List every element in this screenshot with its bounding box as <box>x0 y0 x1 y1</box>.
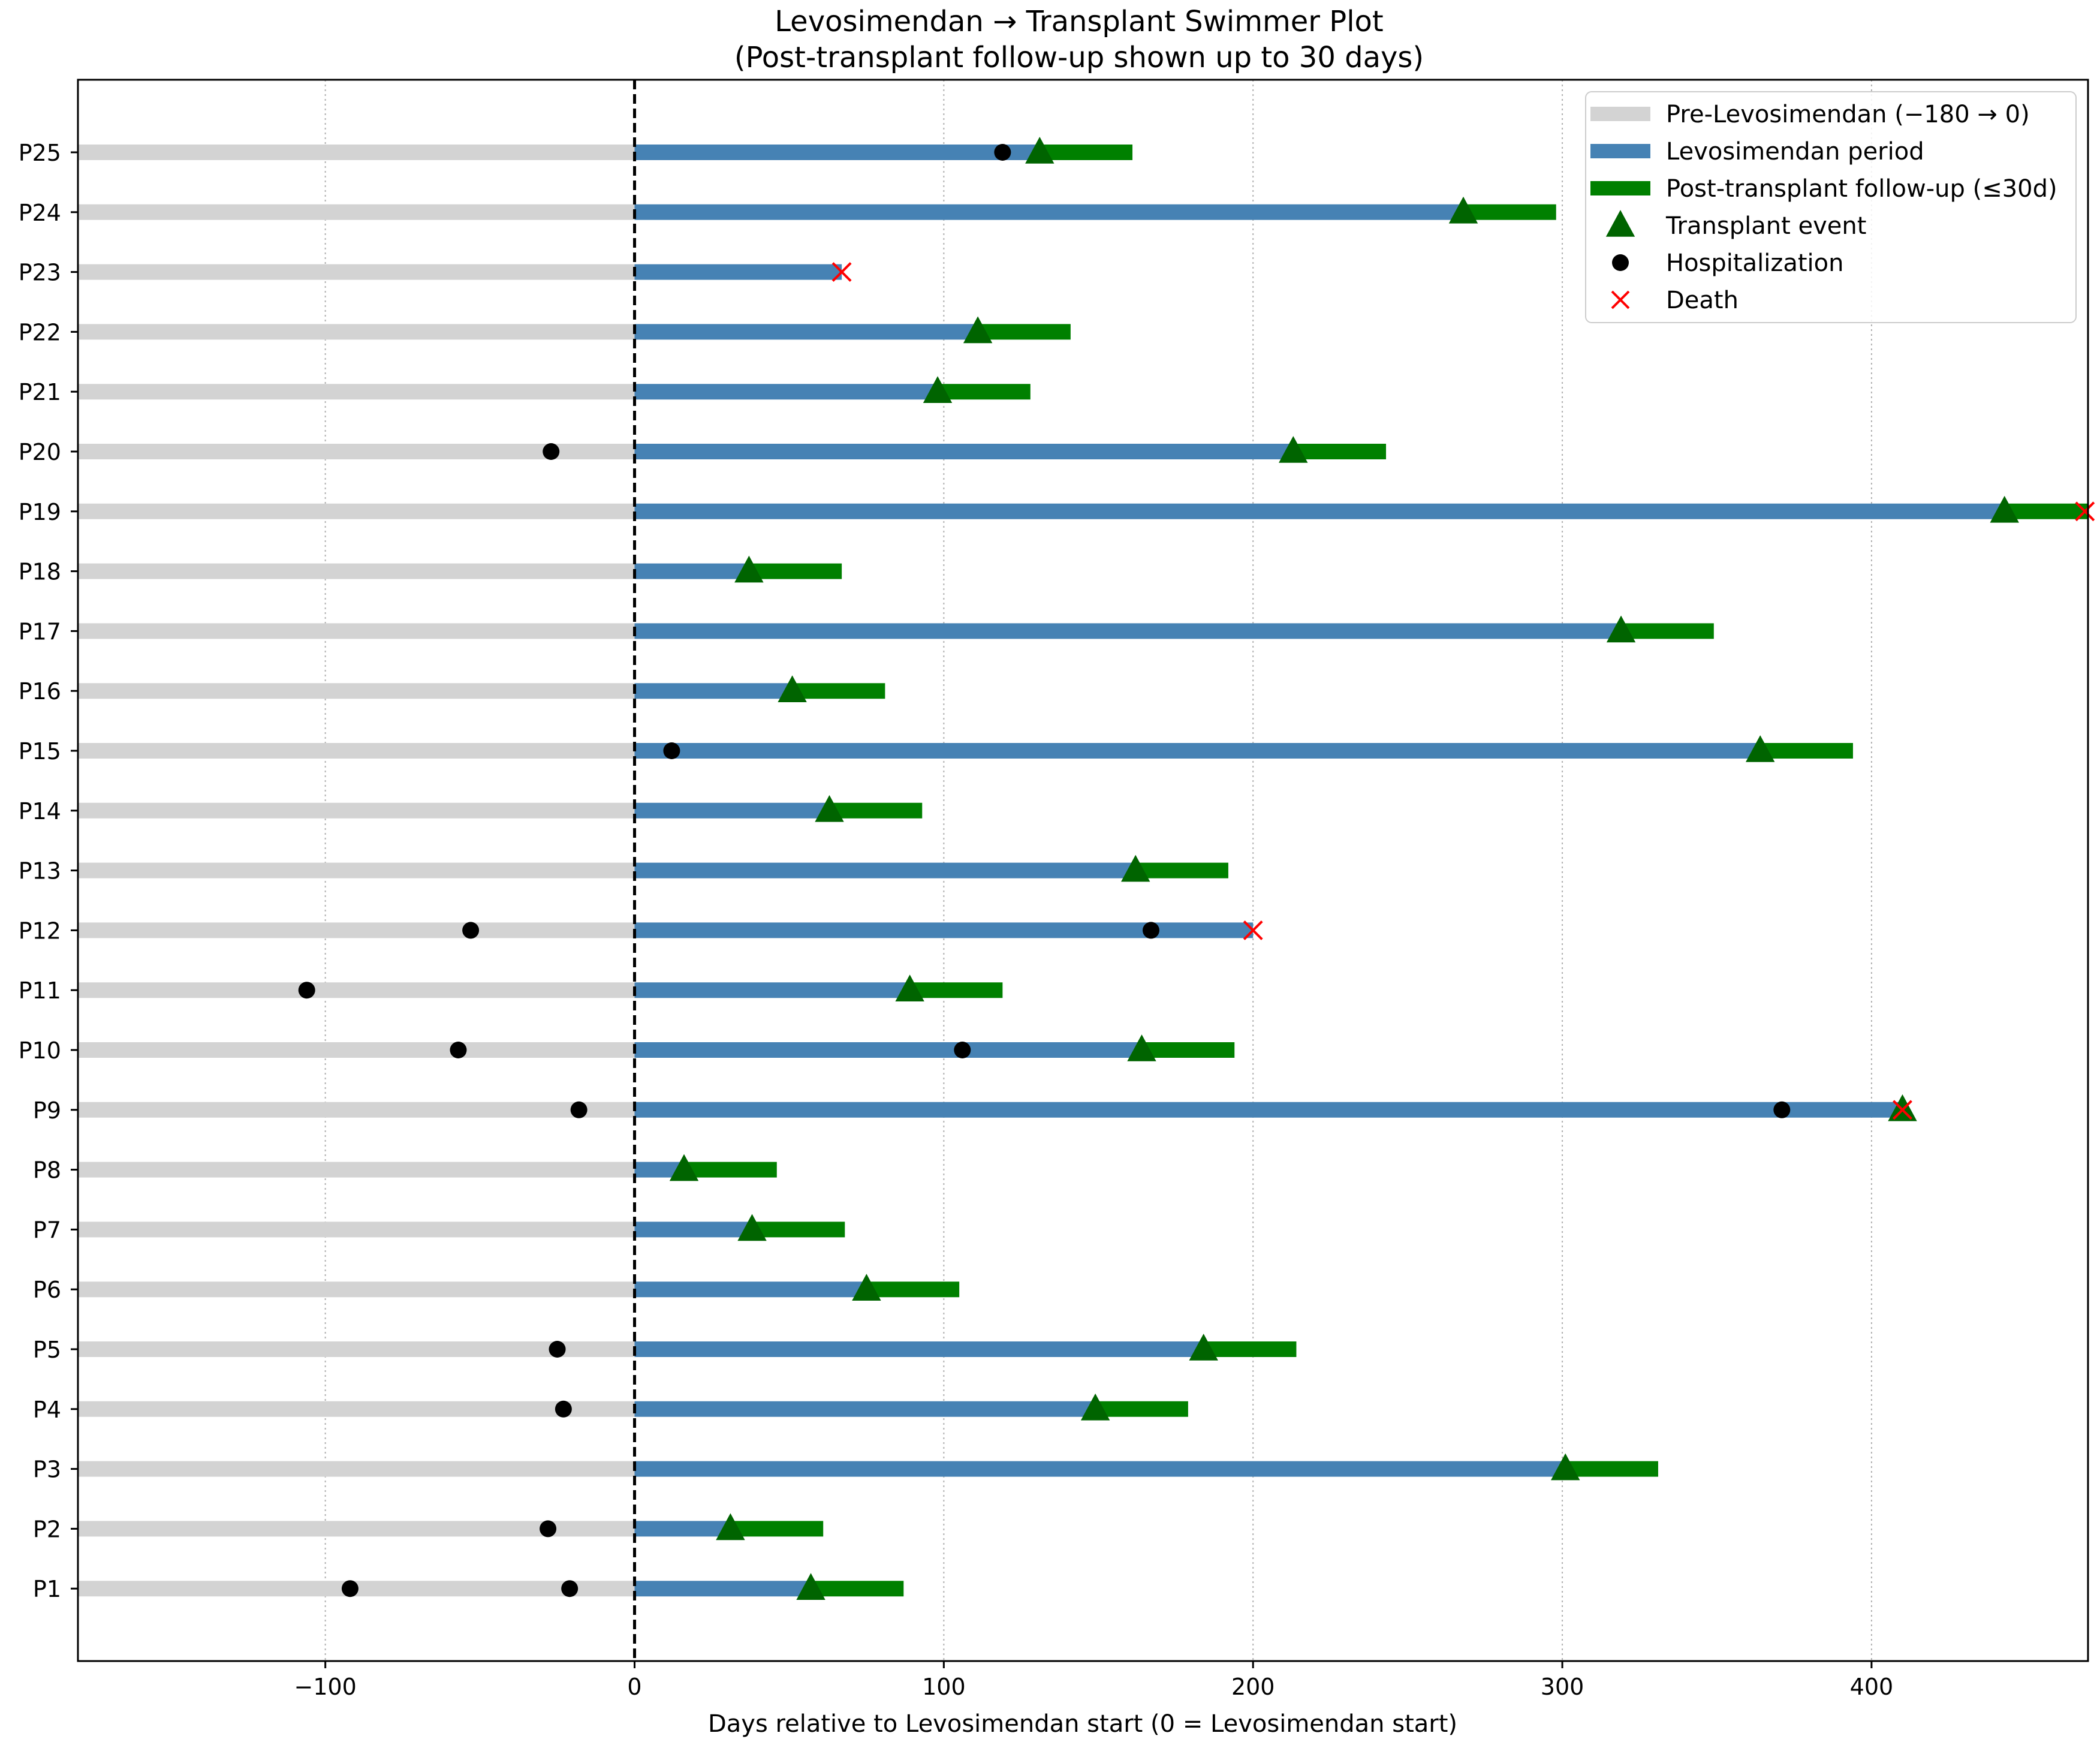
legend-label-transplant: Transplant event <box>1665 212 1866 240</box>
y-tick-label: P2 <box>33 1516 61 1542</box>
hospitalization-marker <box>1773 1101 1791 1118</box>
y-tick-label: P6 <box>33 1277 61 1303</box>
y-tick-label: P17 <box>19 618 61 645</box>
x-tick-label: 400 <box>1850 1674 1894 1700</box>
y-tick-label: P14 <box>19 798 61 825</box>
death-marker <box>1893 1100 1912 1120</box>
hospitalization-marker <box>1142 922 1159 939</box>
transplant-marker <box>1127 1034 1156 1061</box>
transplant-marker <box>852 1274 881 1301</box>
transplant-marker <box>1279 436 1308 463</box>
transplant-marker <box>963 316 993 344</box>
hospitalization-marker <box>462 922 480 939</box>
legend-label-hospitalization: Hospitalization <box>1666 249 1843 277</box>
y-tick-label: P22 <box>19 319 61 345</box>
transplant-marker <box>1448 196 1478 224</box>
hospitalization-marker <box>540 1520 557 1538</box>
transplant-marker <box>778 675 807 703</box>
death-marker-stroke-b <box>1893 1100 1912 1120</box>
death-marker-stroke-b <box>2075 501 2095 522</box>
legend-swatch-death-stroke-b <box>1611 290 1630 309</box>
transplant-marker <box>1551 1453 1580 1481</box>
transplant-marker <box>1888 1094 1917 1121</box>
x-tick-label: 200 <box>1231 1674 1275 1700</box>
event-markers <box>298 137 2095 1600</box>
legend-label-death: Death <box>1666 287 1739 314</box>
transplant-marker <box>796 1573 825 1600</box>
y-tick-label: P20 <box>19 439 61 465</box>
hospitalization-marker <box>570 1101 587 1118</box>
hospitalization-marker <box>298 982 315 999</box>
hospitalization-marker <box>555 1400 572 1418</box>
y-tick-label: P18 <box>19 559 61 585</box>
x-tick-label: −100 <box>294 1674 356 1700</box>
y-tick-label: P23 <box>19 260 61 286</box>
y-tick-label: P13 <box>19 858 61 884</box>
legend-label-pre: Pre-Levosimendan (−180 → 0) <box>1666 101 2030 128</box>
legend-swatch-hospitalization <box>1612 254 1629 271</box>
transplant-marker <box>1189 1334 1218 1361</box>
transplant-marker <box>1606 615 1636 643</box>
hospitalization-marker <box>450 1042 467 1058</box>
y-tick-label: P1 <box>33 1576 61 1602</box>
transplant-marker <box>1990 495 2019 523</box>
chart-title: Levosimendan → Transplant Swimmer Plot <box>775 5 1383 38</box>
x-tick-label: 0 <box>627 1674 641 1700</box>
y-tick-label: P8 <box>33 1157 61 1184</box>
y-tick-label: P25 <box>19 140 61 166</box>
chart-subtitle: (Post-transplant follow-up shown up to 3… <box>734 41 1424 74</box>
death-marker <box>2075 501 2095 522</box>
y-tick-label: P21 <box>19 379 61 405</box>
death-marker-stroke-b <box>831 262 852 282</box>
transplant-marker <box>923 376 953 404</box>
transplant-marker <box>1120 855 1150 882</box>
legend-label-post: Post-transplant follow-up (≤30d) <box>1666 175 2057 203</box>
hospitalization-marker <box>561 1580 579 1597</box>
legend-swatch-death <box>1611 290 1630 309</box>
legend-swatch-transplant <box>1605 210 1635 237</box>
y-tick-label: P9 <box>33 1097 61 1124</box>
y-tick-label: P15 <box>19 738 61 765</box>
legend: Pre-Levosimendan (−180 → 0) Levosimendan … <box>1585 91 2077 323</box>
hospitalization-marker <box>341 1580 358 1597</box>
legend-label-levo: Levosimendan period <box>1666 138 1924 166</box>
hospitalization-marker <box>994 144 1011 161</box>
x-axis-label: Days relative to Levosimendan start (0 =… <box>708 1710 1457 1738</box>
patient-bars <box>78 145 2088 1597</box>
y-tick-label: P16 <box>19 678 61 705</box>
death-marker-stroke-b <box>1243 920 1263 940</box>
transplant-marker <box>895 974 924 1002</box>
transplant-marker <box>716 1513 745 1541</box>
x-axis-ticks: −100 0 100 200 300 400 <box>294 1661 1893 1700</box>
death-marker <box>1243 920 1263 940</box>
y-tick-label: P3 <box>33 1457 61 1483</box>
death-marker <box>831 262 852 282</box>
transplant-marker <box>1025 137 1054 164</box>
legend-box <box>1585 91 2077 323</box>
hospitalization-marker <box>549 1341 566 1358</box>
y-axis-ticks: P1 P2 P3 P4 P5 P6 P7 P8 P9 P10 P11 P12 P13 P14 P15 P16 P… <box>19 140 78 1602</box>
y-tick-label: P5 <box>33 1337 61 1363</box>
hospitalization-marker <box>663 742 680 759</box>
hospitalization-marker <box>954 1042 971 1058</box>
transplant-marker <box>1746 735 1775 762</box>
transplant-marker <box>815 795 844 822</box>
y-tick-label: P4 <box>33 1397 61 1423</box>
x-tick-label: 300 <box>1541 1674 1584 1700</box>
y-tick-label: P7 <box>33 1217 61 1243</box>
y-tick-label: P11 <box>19 977 61 1004</box>
legend-items: Pre-Levosimendan (−180 → 0) Levosimendan … <box>1590 101 2057 314</box>
y-tick-label: P19 <box>19 499 61 525</box>
transplant-marker <box>1080 1393 1110 1421</box>
y-tick-label: P12 <box>19 917 61 944</box>
transplant-marker <box>737 1214 767 1241</box>
hospitalization-marker <box>543 443 560 460</box>
y-tick-label: P24 <box>19 200 61 226</box>
y-tick-label: P10 <box>19 1037 61 1064</box>
transplant-marker <box>734 555 764 583</box>
x-tick-label: 100 <box>922 1674 966 1700</box>
transplant-marker <box>669 1154 699 1181</box>
